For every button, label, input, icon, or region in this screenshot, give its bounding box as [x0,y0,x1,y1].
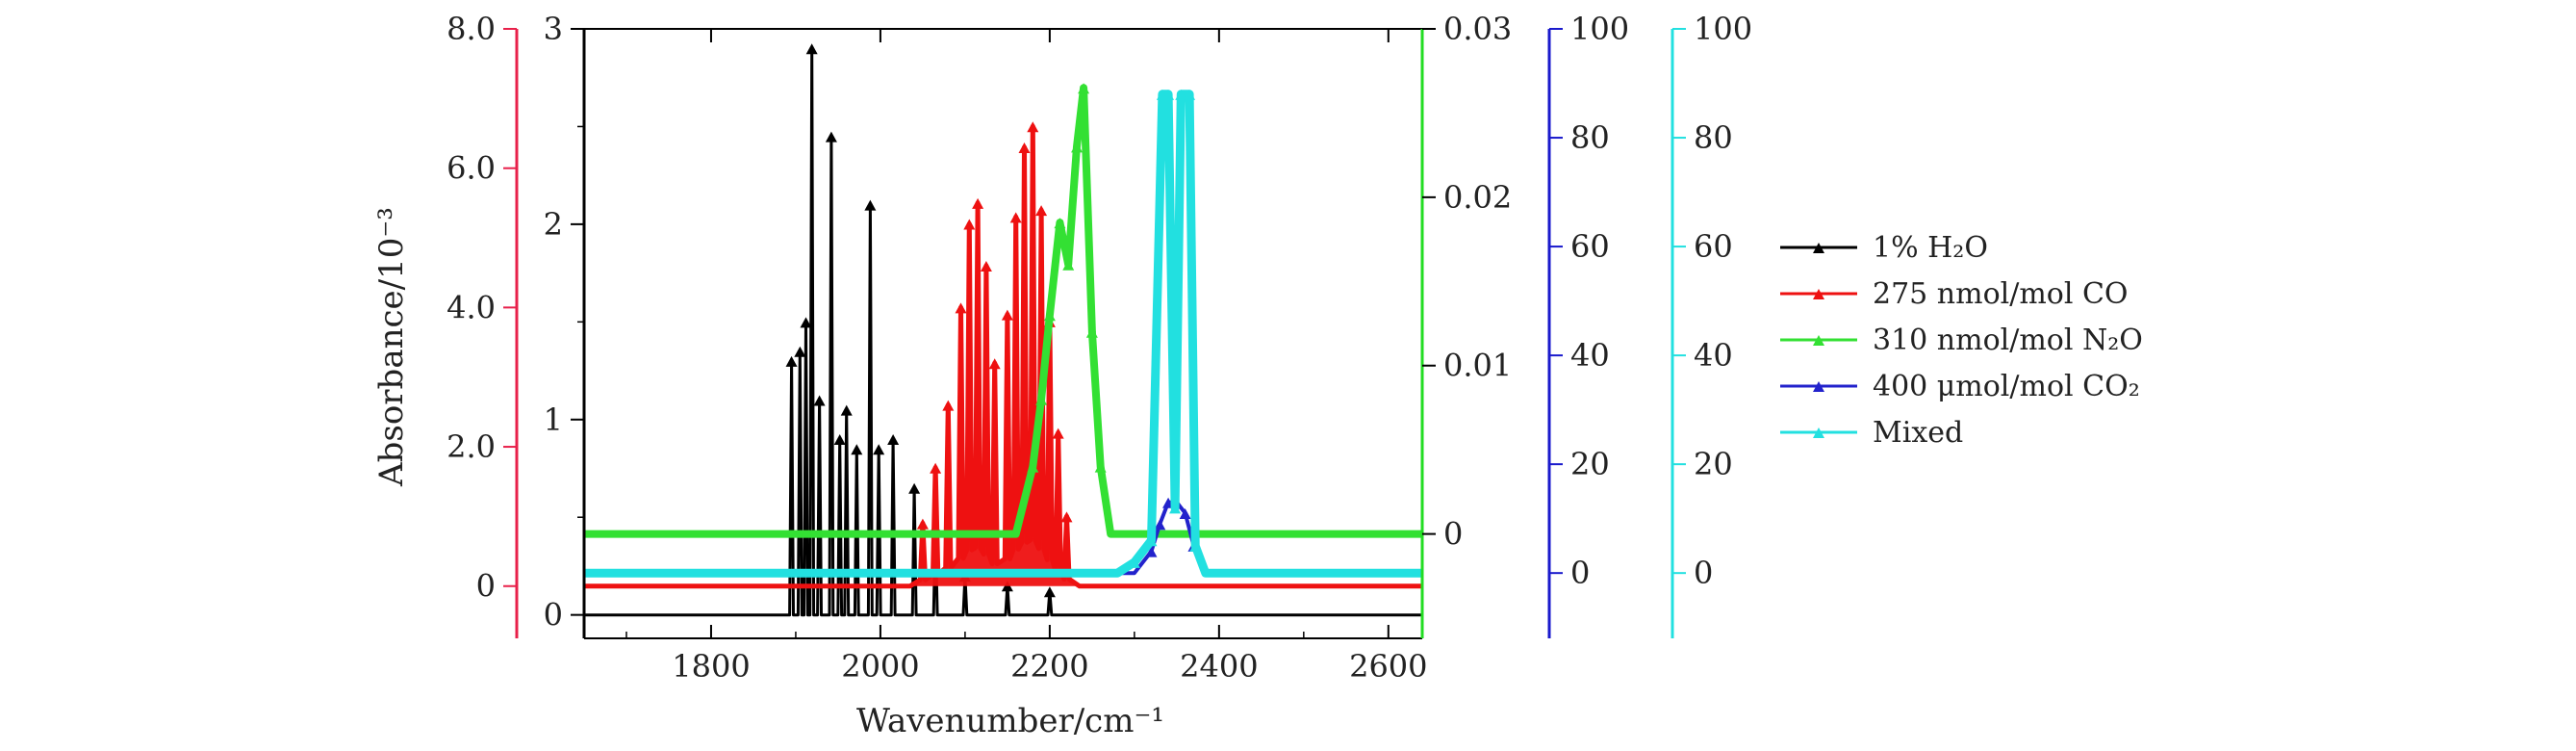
y-axis-title: Absorbance/10⁻³ [372,207,411,487]
x-tick-label: 2600 [1349,648,1427,685]
series-marker-2 [1062,259,1075,271]
y-tick-label-right-green: 0 [1443,516,1463,553]
x-axis-title: Wavenumber/cm⁻¹ [856,702,1164,740]
series-marker-0 [1001,581,1013,592]
series-marker-0 [785,355,798,367]
series-marker-1 [1009,212,1022,223]
legend-label: 1% H₂O [1873,231,1988,265]
series-marker-1 [1035,205,1048,217]
series-line-1 [584,123,1422,589]
series-marker-1 [942,400,955,411]
series-line-2 [584,84,1422,538]
series-marker-2 [1035,394,1048,405]
series-marker-0 [825,131,837,142]
y-tick-label-right-blue: 20 [1570,446,1610,482]
series-marker-0 [800,317,812,328]
y-tick-label-right-blue: 0 [1570,555,1590,591]
y-tick-label-right-blue: 40 [1570,337,1610,374]
x-tick-label: 2400 [1180,648,1258,685]
series-marker-2 [1071,142,1084,153]
series-marker-1 [930,462,942,474]
series-marker-1 [980,260,992,272]
series-marker-0 [887,434,900,446]
series-marker-3 [1179,508,1191,520]
series-marker-1 [963,219,976,230]
legend-marker [1813,243,1824,253]
series-marker-2 [1085,326,1098,338]
series-marker-1 [972,197,984,209]
series-marker-0 [908,482,921,494]
y-tick-label-right-cyan: 40 [1694,337,1733,374]
series-marker-1 [1027,121,1039,133]
series-marker-4 [1162,89,1175,100]
legend-label: 310 nmol/mol N₂O [1873,324,2143,357]
legend: 1% H₂O 275 nmol/mol CO 310 nmol/mol N₂O 400… [1780,231,2143,450]
y-tick-label-right-green: 0.03 [1443,11,1512,47]
y-tick-label-right-cyan: 0 [1694,555,1713,591]
series-marker-0 [851,444,863,455]
legend-marker [1813,427,1824,438]
legend-marker [1813,335,1824,346]
legend-label: 400 μmol/mol CO₂ [1873,370,2140,403]
series-marker-0 [794,346,806,357]
series-marker-0 [873,444,885,455]
y-tick-label-right-cyan: 100 [1694,11,1752,47]
y-tick-label-left-red: 2.0 [446,428,496,465]
series-marker-0 [840,404,853,416]
y-tick-label-left-red: 6.0 [446,150,496,187]
series-marker-0 [805,43,818,55]
series-marker-1 [1060,511,1073,523]
series-marker-3 [1145,546,1158,557]
series-marker-1 [955,302,967,314]
y-tick-label-left-black: 3 [544,11,563,47]
plot-area [584,43,1422,617]
series-marker-4 [1189,540,1202,552]
y-tick-label-right-green: 0.01 [1443,348,1512,384]
y-tick-label-right-cyan: 60 [1694,228,1733,265]
y-tick-label-left-red: 4.0 [446,289,496,325]
series-marker-4 [1175,89,1187,100]
series-marker-3 [1154,519,1166,531]
legend-marker [1813,289,1824,299]
y-tick-label-left-black: 0 [544,597,563,634]
series-marker-1 [916,518,929,530]
series-marker-0 [864,199,877,211]
legend-marker [1813,381,1824,392]
series-marker-0 [1043,586,1056,598]
x-tick-label: 1800 [672,648,750,685]
series-marker-2 [1094,461,1107,473]
series-marker-1 [988,358,1001,370]
series-marker-0 [813,395,826,406]
series-marker-1 [1001,309,1013,321]
y-tick-label-left-red: 8.0 [446,11,496,47]
x-tick-label: 2000 [841,648,919,685]
y-tick-label-right-blue: 60 [1570,228,1610,265]
x-tick-label: 2200 [1010,648,1088,685]
series-marker-1 [1052,427,1064,439]
y-tick-label-left-red: 0 [476,568,496,605]
y-tick-label-left-black: 2 [544,206,563,243]
y-tick-label-left-black: 1 [544,401,563,438]
axes-group: 1800 2000 2200 2400 260002.04.06.08.0012300.… [446,11,1752,685]
y-tick-label-right-green: 0.02 [1443,179,1512,216]
legend-label: 275 nmol/mol CO [1873,277,2129,311]
series-marker-2 [1054,218,1066,229]
y-tick-label-right-cyan: 20 [1694,446,1733,482]
series-marker-2 [1043,310,1056,322]
y-tick-label-right-blue: 100 [1570,11,1629,47]
legend-label: Mixed [1873,416,1963,450]
series-marker-4 [1169,503,1182,514]
y-tick-label-right-cyan: 80 [1694,119,1733,156]
series-marker-0 [833,434,846,446]
series-marker-2 [1078,83,1090,94]
series-marker-1 [1018,142,1031,153]
series-marker-4 [1184,89,1196,100]
series-marker-4 [1128,557,1140,568]
y-tick-label-right-blue: 80 [1570,119,1610,156]
series-marker-4 [1145,535,1158,547]
series-marker-2 [1027,461,1039,473]
